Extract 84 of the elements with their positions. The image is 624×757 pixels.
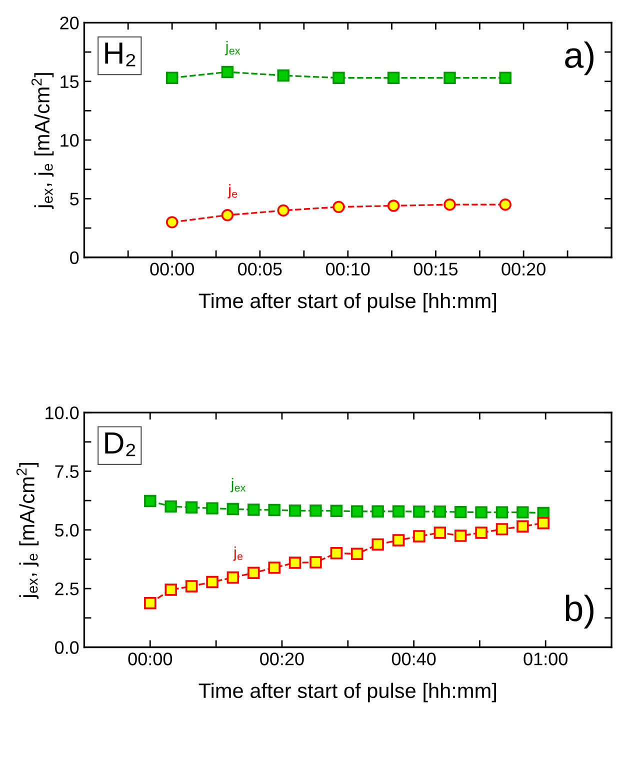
x-tick-label: 01:00 (524, 652, 568, 666)
point (413, 530, 426, 542)
point (226, 571, 240, 584)
point (444, 198, 456, 211)
x-tick-label: 00:40 (392, 652, 436, 666)
point (332, 72, 345, 84)
point (516, 506, 529, 518)
point (454, 530, 467, 542)
point (206, 502, 218, 514)
point (166, 72, 178, 84)
series-label: j$_{e}$ (228, 184, 238, 198)
point (185, 501, 198, 514)
point (226, 502, 240, 516)
point (288, 556, 302, 569)
point (310, 556, 322, 568)
point (516, 520, 529, 532)
point (372, 538, 384, 551)
point (277, 69, 290, 82)
point (332, 200, 345, 214)
annotation: a) (565, 41, 594, 76)
y-tick-label: 0.0 (54, 641, 79, 654)
point (330, 547, 343, 560)
y-tick-label: 5 (70, 192, 79, 206)
point (454, 506, 467, 518)
point (288, 504, 302, 517)
series-label: j$_{ex}$ (230, 478, 246, 492)
x-tick-label: 00:15 (414, 262, 458, 276)
point (330, 504, 343, 518)
point (392, 534, 405, 546)
point (248, 504, 260, 516)
y-tick-label: 7.5 (55, 465, 79, 478)
y-tick-label: 20 (60, 16, 79, 30)
y-tick-label: 5.0 (55, 524, 79, 537)
y-tick-label: 10 (60, 134, 79, 147)
point (372, 505, 384, 518)
point (496, 523, 508, 536)
x-tick-label: 00:00 (150, 262, 194, 276)
point (387, 72, 400, 84)
y-tick-label: 2.5 (55, 582, 79, 596)
y-axis-title: j$_{ex}$, j$_{e}$ [mA/cm$^{2}$] (31, 73, 54, 209)
y-tick-label: 15 (60, 76, 79, 88)
series-label: j$_{ex}$ (224, 40, 240, 56)
point (221, 209, 234, 222)
point (537, 516, 550, 530)
point (164, 584, 177, 596)
y-axis-title: j$_{ex}$, j$_{e}$ [mA/cm$^{2}$] (16, 462, 39, 599)
point (496, 506, 508, 518)
point (144, 597, 156, 610)
series-label: j$_{e}$ (233, 546, 243, 561)
x-tick-label: 00:05 (238, 262, 282, 276)
point (248, 566, 260, 579)
point (444, 72, 456, 84)
point (392, 505, 405, 518)
point (185, 580, 198, 592)
point (310, 504, 322, 517)
x-tick-label: 00:00 (128, 652, 172, 666)
x-tick-label: 00:10 (326, 262, 370, 276)
x-tick-label: 00:20 (260, 652, 304, 666)
y-tick-label: 10.0 (46, 406, 79, 420)
point (268, 562, 280, 574)
point (434, 526, 446, 539)
point (434, 505, 446, 518)
x-axis-title: Time after start of pulse [hh:mm] (198, 292, 496, 312)
point (387, 200, 400, 212)
point (499, 198, 512, 211)
annotation: H₂ (105, 42, 136, 66)
point (166, 216, 178, 228)
point (268, 504, 280, 516)
point (206, 576, 218, 588)
point (221, 66, 234, 78)
annotation: b) (566, 594, 594, 628)
point (277, 204, 290, 217)
point (499, 72, 512, 84)
x-axis-title: Time after start of pulse [hh:mm] (198, 682, 496, 702)
annotation: D₂ (105, 432, 136, 456)
point (475, 506, 488, 518)
point (475, 526, 488, 539)
y-tick-label: 0 (70, 251, 79, 264)
point (350, 548, 364, 560)
point (413, 505, 426, 518)
x-tick-label: 00:20 (502, 262, 546, 276)
point (164, 500, 177, 513)
point (144, 494, 156, 508)
point (350, 505, 364, 518)
